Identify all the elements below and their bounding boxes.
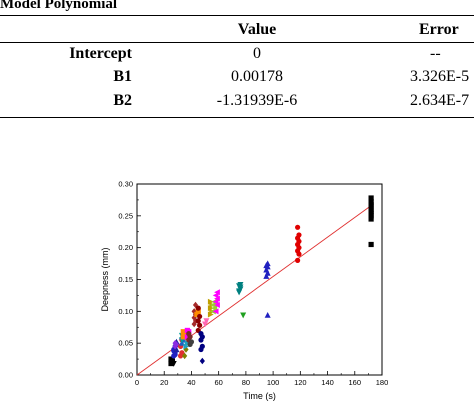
x-tick-label: 160 [349,378,362,387]
data-point [212,298,219,305]
data-point [264,311,271,318]
x-tick-label: 80 [242,378,250,387]
data-point [180,334,186,340]
data-point [296,232,302,238]
data-point [179,350,185,356]
y-tick-label: 0.15 [118,275,133,284]
data-point [168,356,174,362]
x-tick-label: 120 [294,378,307,387]
row-b2-label: B2 [113,92,132,109]
x-tick-label: 0 [135,378,139,387]
data-point [368,195,374,201]
data-point [170,360,177,367]
row-intercept-value: 0 [253,45,261,62]
data-point [263,273,270,279]
row-b2-value: -1.31939E-6 [216,92,298,109]
data-point [212,292,219,299]
row-b1-label: B1 [113,68,132,85]
data-point [368,199,374,205]
data-point [182,352,188,360]
data-point [188,339,195,345]
x-tick-label: 60 [214,378,222,387]
table-header-rule [0,42,474,43]
y-tick-label: 0.20 [118,243,133,252]
data-point [172,339,178,347]
data-point [197,322,203,328]
data-point [368,206,374,213]
data-point [203,318,210,325]
table-bottom-rule [0,117,474,118]
data-point [199,357,205,365]
data-point [198,331,204,337]
data-point [173,346,180,353]
data-points [168,195,374,367]
data-point [195,318,201,324]
data-point [172,352,178,358]
data-point [236,288,243,295]
data-point [184,340,191,347]
data-point [194,311,200,318]
x-tick-label: 40 [187,378,195,387]
data-point [197,313,203,320]
data-point [207,298,214,305]
data-point [180,329,186,335]
x-axis-label: Time (s) [243,391,276,401]
data-point [210,301,216,308]
data-point [186,331,192,337]
y-tick-label: 0.25 [118,211,133,220]
y-tick-label: 0.05 [118,339,133,348]
data-point [240,312,247,319]
x-tick-label: 100 [267,378,280,387]
data-point [212,308,219,315]
data-point [214,289,220,296]
y-axis-label: Deepness (mm) [100,247,110,311]
header-value: Value [237,21,277,38]
data-point [264,260,271,267]
y-tick-label: 0.30 [118,180,133,189]
y-tick-label: 0.10 [118,307,133,316]
x-tick-label: 140 [321,378,334,387]
data-point [195,305,201,311]
data-point [184,334,190,340]
data-point [263,266,270,273]
data-point [237,281,244,288]
data-point [368,216,374,222]
data-point [295,224,301,230]
row-b2-error: 2.634E-7 [410,92,470,109]
row-intercept-error: -- [430,45,441,62]
axis-ticks: 0 20 40 60 80 100 120 140 160 180 0.00 0.05 0.10 0.15… [118,180,388,388]
header-error: Error [419,21,459,38]
table-top-rule [0,15,474,16]
row-b1-value: 0.00178 [231,68,283,85]
data-point [368,241,374,248]
data-point [199,343,205,349]
table-title: Model Polynomial [0,0,118,12]
data-point [264,269,271,276]
y-tick-label: 0.00 [118,371,133,380]
x-tick-label: 180 [376,378,389,387]
data-point [295,257,301,263]
x-tick-label: 20 [160,378,168,387]
row-b1-error: 3.326E-5 [410,68,470,85]
data-point [195,308,201,314]
row-intercept-label: Intercept [69,45,132,62]
